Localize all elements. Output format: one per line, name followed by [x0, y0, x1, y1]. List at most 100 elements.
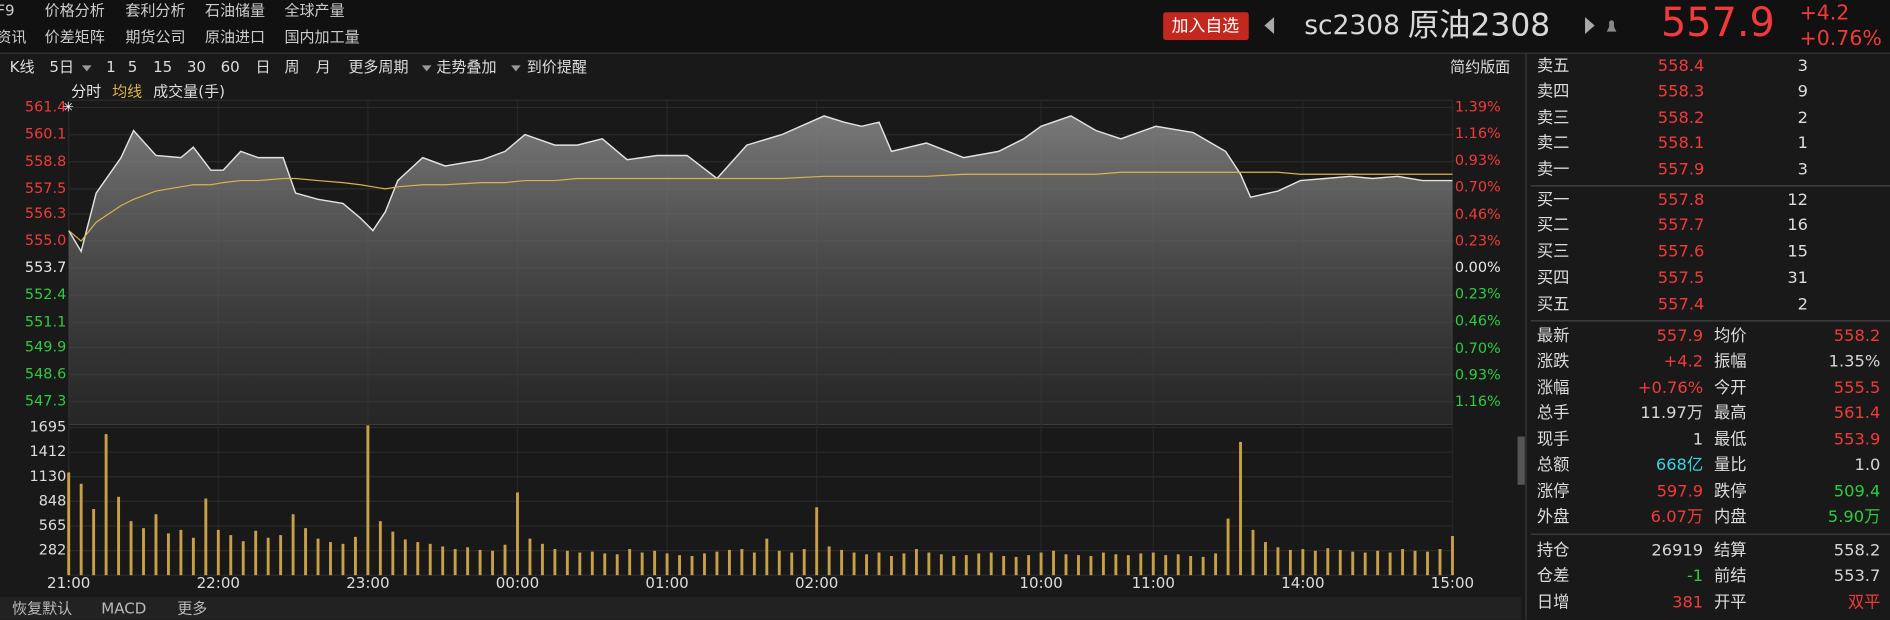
- menu-item[interactable]: 套利分析: [125, 2, 185, 20]
- menu-item[interactable]: 价格分析: [45, 2, 105, 20]
- quote-value: 1: [1693, 430, 1703, 449]
- book-price: 557.5: [1658, 268, 1705, 287]
- contract-name: 原油2308: [1408, 8, 1550, 44]
- volume-bar: [304, 528, 308, 576]
- volume-tick-label: 848: [39, 493, 67, 509]
- book-label: 买一: [1537, 190, 1570, 209]
- y2-tick-label: 1.39%: [1455, 100, 1501, 116]
- book-volume: 2: [1798, 295, 1808, 314]
- quote-value: 1.35%: [1829, 351, 1881, 370]
- volume-bar: [964, 555, 968, 576]
- volume-bar: [777, 550, 781, 576]
- y-tick-label: 555.0: [25, 233, 66, 249]
- volume-bar: [1039, 552, 1043, 576]
- quote-value: 26919: [1651, 541, 1703, 560]
- toolbar-item[interactable]: 周: [284, 58, 299, 76]
- average-line: [68, 171, 1453, 242]
- layout-toggle[interactable]: 简约版面: [1450, 58, 1510, 76]
- quote-label: 日增: [1537, 592, 1570, 611]
- quote-label: 今开: [1714, 378, 1747, 397]
- add-watchlist-label[interactable]: 加入自选: [1172, 16, 1240, 36]
- prev-arrow[interactable]: [1264, 17, 1275, 34]
- book-label: 买三: [1537, 242, 1570, 261]
- toolbar-item[interactable]: 更多周期: [348, 58, 408, 76]
- book-label: 买二: [1537, 215, 1570, 234]
- volume-bar: [279, 535, 283, 576]
- volume-bar: [142, 528, 145, 576]
- toolbar-item[interactable]: 1: [106, 58, 116, 76]
- quote-label: 涨停: [1537, 482, 1570, 501]
- volume-bar: [1251, 529, 1255, 576]
- toolbar-item[interactable]: 到价提醒: [527, 58, 587, 76]
- volume-title: 成交量(手): [153, 82, 225, 100]
- menu-item[interactable]: 全球产量: [284, 2, 344, 20]
- alert-bell[interactable]: [1606, 20, 1617, 32]
- toolbar-item[interactable]: 月: [316, 58, 331, 76]
- book-volume: 3: [1798, 56, 1808, 75]
- y2-tick-label: 0.70%: [1455, 341, 1501, 357]
- volume-bar: [1189, 556, 1193, 576]
- volume-bar: [902, 553, 906, 576]
- book-volume: 1: [1798, 133, 1808, 152]
- volume-bar: [1264, 542, 1267, 576]
- volume-bar: [1064, 554, 1068, 576]
- quote-label: 持仓: [1537, 541, 1570, 560]
- toolbar-item[interactable]: 30: [187, 58, 206, 76]
- y-tick-label: 551.1: [25, 314, 66, 330]
- volume-bar: [428, 543, 432, 576]
- volume-bar: [1326, 548, 1330, 576]
- dropdown-arrow[interactable]: [421, 65, 432, 72]
- volume-bar: [1338, 549, 1342, 576]
- quote-label: 振幅: [1714, 351, 1747, 370]
- quote-value: 381: [1672, 592, 1703, 611]
- quote-value: 555.5: [1834, 378, 1881, 397]
- volume-bar: [1114, 554, 1118, 576]
- volume-bar: [827, 546, 831, 576]
- toolbar-item[interactable]: 60: [221, 58, 240, 76]
- dropdown-arrow[interactable]: [81, 65, 92, 72]
- price-area: [68, 115, 1453, 425]
- price-change: +4.2: [1800, 0, 1850, 24]
- toolbar-item[interactable]: 日: [256, 58, 271, 76]
- toolbar-item[interactable]: 15: [153, 58, 172, 76]
- menu-item[interactable]: 石油储量: [205, 2, 265, 20]
- bottom-tab[interactable]: MACD: [101, 599, 146, 617]
- toolbar-item[interactable]: 5: [128, 58, 138, 76]
- add-watchlist-button[interactable]: [1163, 12, 1249, 40]
- volume-bar: [1401, 549, 1405, 576]
- menu-item[interactable]: 国内加工量: [284, 28, 359, 46]
- quote-label: 前结: [1714, 566, 1747, 585]
- toolbar-item[interactable]: 走势叠加: [436, 58, 496, 76]
- quote-value: 558.2: [1834, 326, 1881, 345]
- bottom-tab[interactable]: 恢复默认: [12, 599, 72, 617]
- menu-item[interactable]: 资讯: [0, 28, 26, 46]
- toolbar-item[interactable]: K线: [10, 58, 35, 76]
- volume-bar: [840, 549, 844, 576]
- next-arrow[interactable]: [1585, 17, 1595, 34]
- book-price: 557.4: [1658, 295, 1705, 314]
- volume-bar: [366, 425, 370, 576]
- menu-item[interactable]: 价差矩阵: [45, 28, 105, 46]
- dropdown-arrow[interactable]: [511, 65, 521, 72]
- menu-item[interactable]: 原油进口: [205, 28, 265, 46]
- menu-item[interactable]: 期货公司: [125, 28, 185, 46]
- menu-item[interactable]: F9: [0, 2, 15, 20]
- volume-bar: [341, 543, 345, 576]
- volume-bar: [1413, 550, 1417, 576]
- panel-handle[interactable]: [1517, 436, 1525, 485]
- bottom-tab[interactable]: 更多: [177, 599, 207, 617]
- volume-bar: [528, 538, 532, 576]
- volume-bar: [1426, 551, 1429, 576]
- book-price: 557.6: [1658, 242, 1705, 261]
- volume-bar: [503, 544, 507, 576]
- quote-value: +0.76%: [1638, 378, 1703, 397]
- volume-tick-label: 1130: [29, 469, 66, 485]
- volume-bar: [1077, 555, 1080, 576]
- volume-tick-label: 1695: [29, 420, 66, 436]
- y-tick-label: 556.3: [25, 206, 66, 222]
- volume-bar: [516, 492, 519, 576]
- quote-label: 总手: [1537, 403, 1570, 422]
- volume-bar: [815, 507, 819, 576]
- toolbar-item[interactable]: 5日: [49, 58, 74, 76]
